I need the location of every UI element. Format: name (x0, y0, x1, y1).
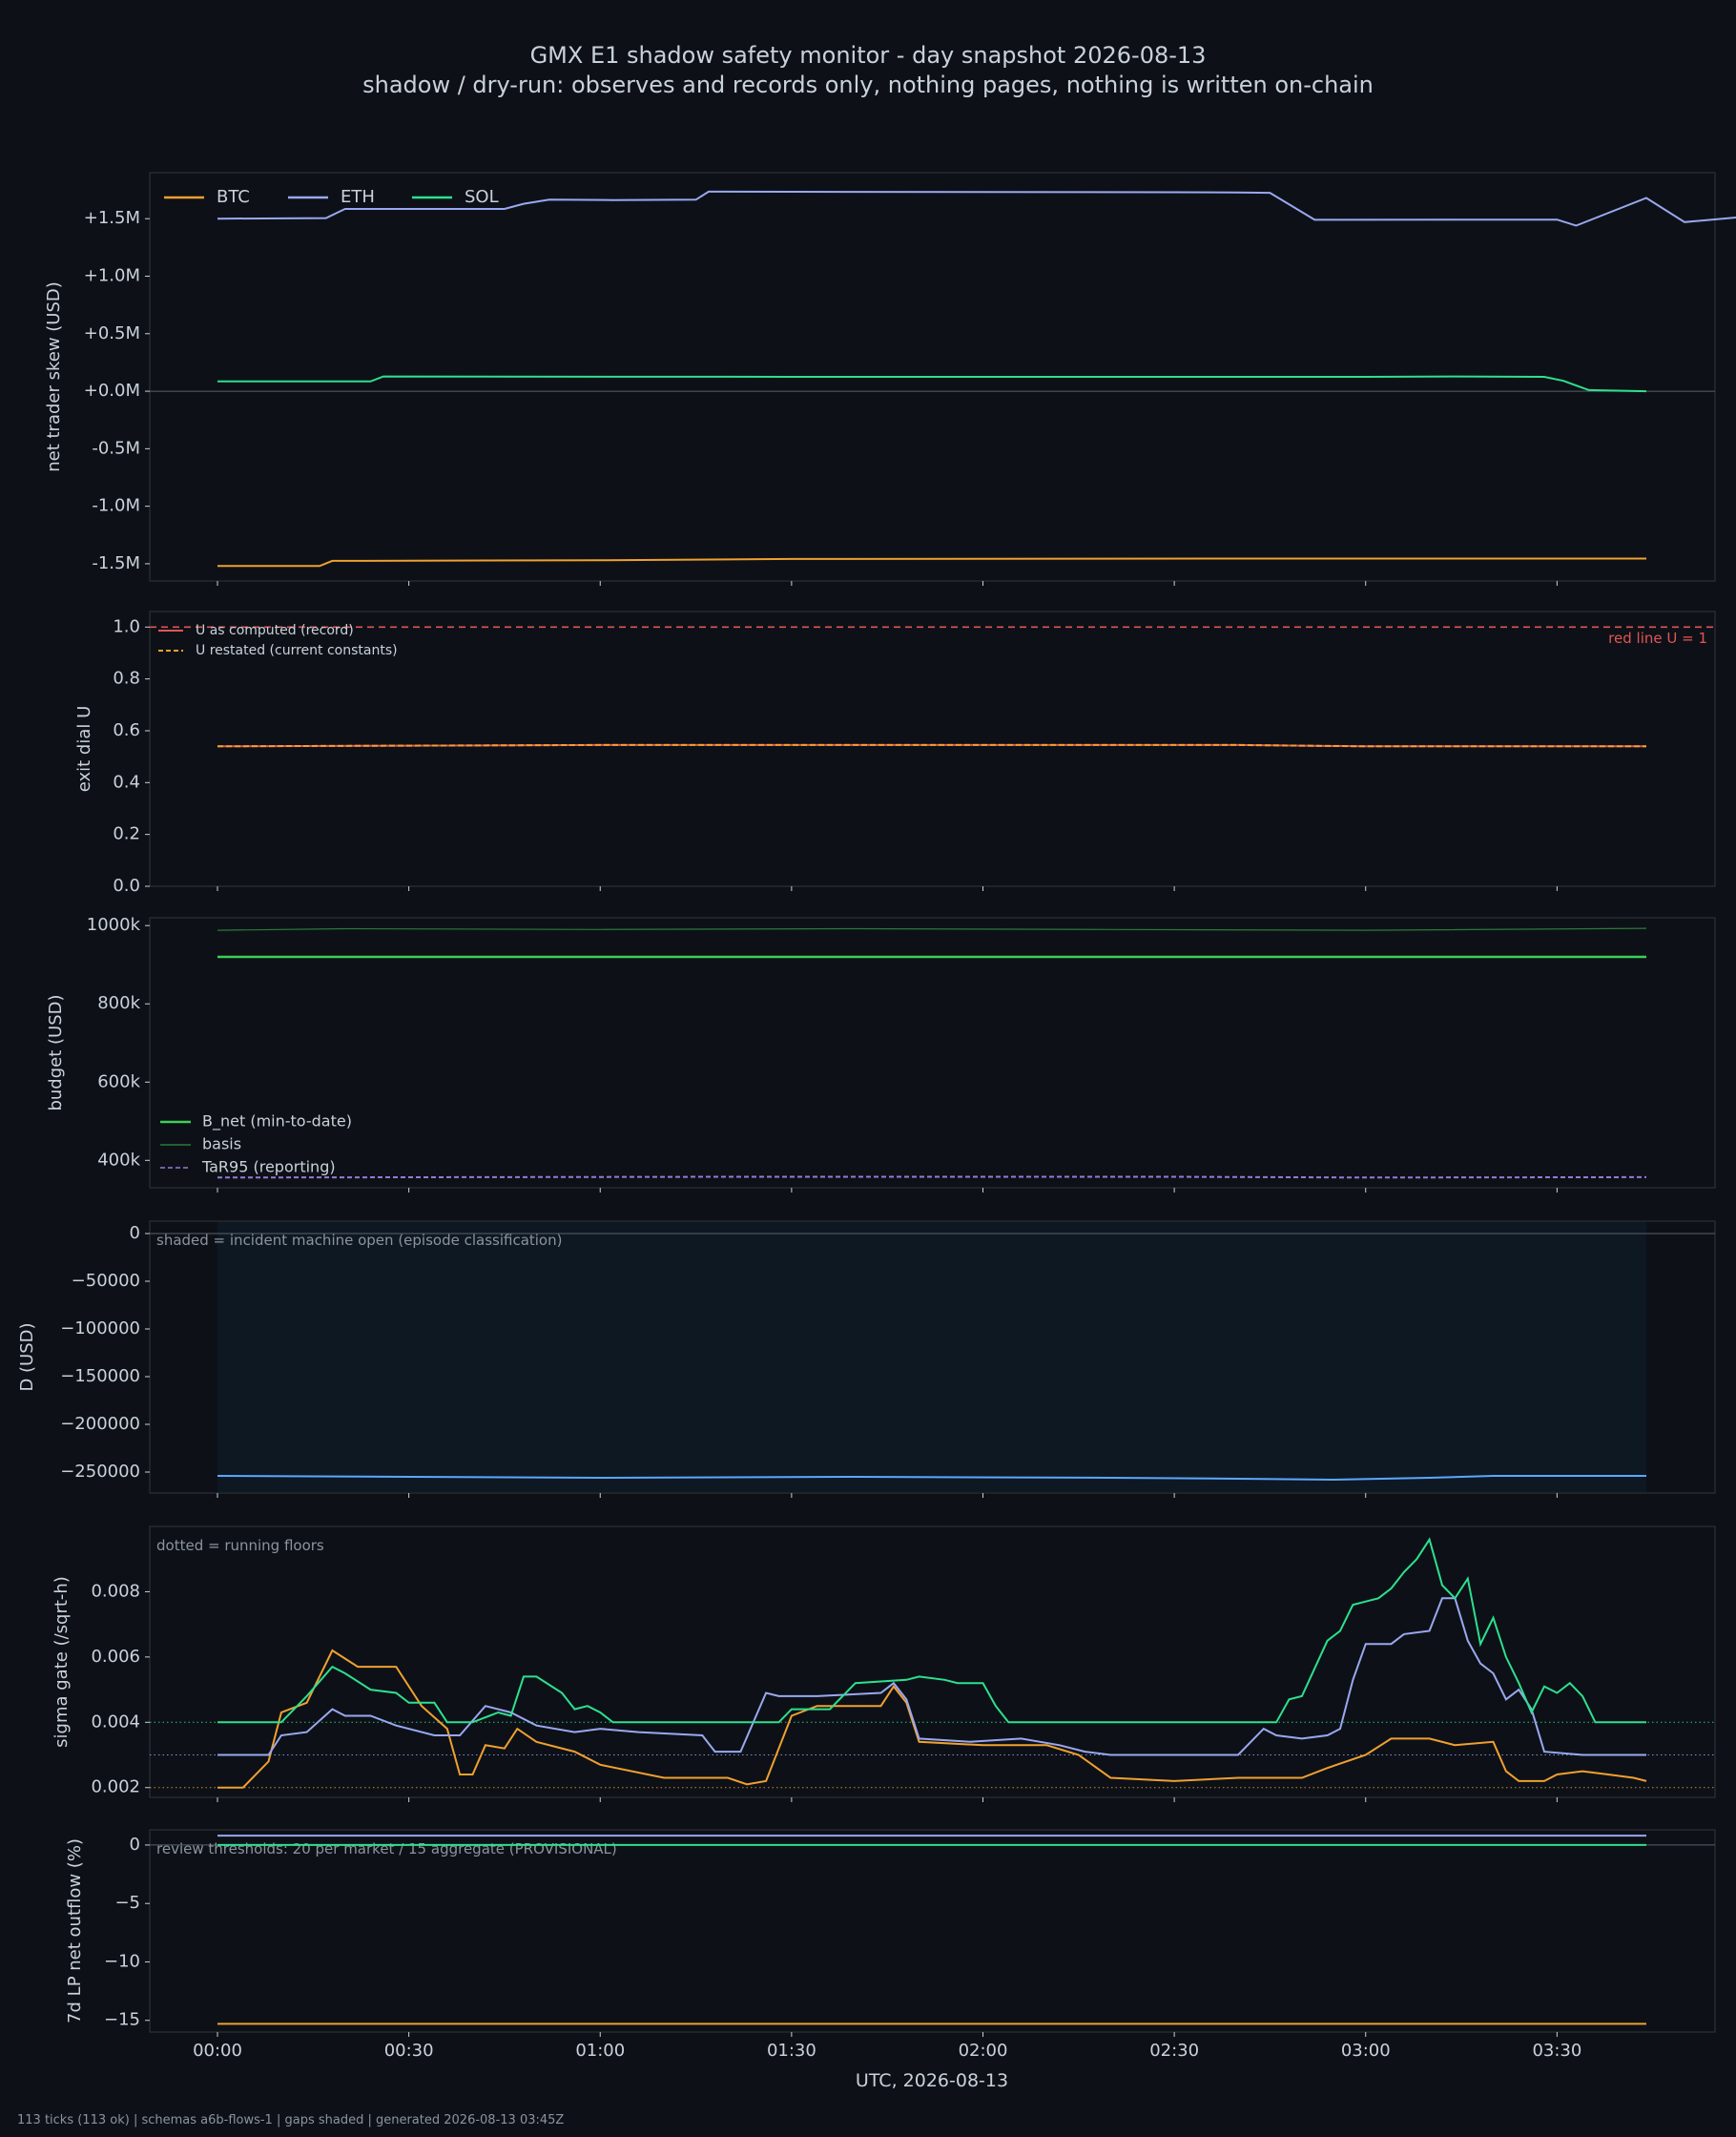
y-tick-label: −50000 (72, 1271, 140, 1291)
y-tick-label: 0 (130, 1835, 140, 1855)
panel-annotation: shaded = incident machine open (episode … (156, 1232, 562, 1249)
y-tick-label: -1.0M (92, 496, 140, 516)
y-tick-label: −100000 (60, 1318, 140, 1338)
legend-label: ETH (341, 187, 375, 207)
series-line-eth (217, 1597, 1646, 1756)
y-tick-label: 1.0 (113, 616, 140, 636)
footer-status: 113 ticks (113 ok) | schemas a6b-flows-1… (17, 2113, 565, 2127)
red-line-label: red line U = 1 (1608, 630, 1707, 647)
y-tick-label: 0.008 (91, 1581, 140, 1601)
panel-frame (149, 1829, 1716, 2033)
y-tick-label: 0.006 (91, 1647, 140, 1667)
panel-skew: +1.5M +1.0M +0.5M +0.0M -0.5M -1.0M -1.5M net t… (44, 172, 1736, 586)
panel-frame (149, 611, 1716, 887)
chart-title: GMX E1 shadow safety monitor - day snaps… (529, 42, 1207, 69)
legend-label: basis (202, 1135, 241, 1153)
series-line-sol (217, 375, 1647, 393)
y-tick-label: −150000 (60, 1366, 140, 1386)
series-line-d (217, 1475, 1646, 1482)
x-tick-label: 03:00 (1341, 2041, 1391, 2061)
y-tick-label: +1.5M (84, 208, 140, 228)
y-tick-label: 0.2 (113, 824, 140, 844)
y-axis-label: net trader skew (USD) (44, 281, 64, 472)
panel-annotation: review thresholds: 20 per market / 15 ag… (156, 1840, 617, 1857)
y-tick-label: 1000k (87, 915, 141, 935)
panel-drawdown: 0 −50000 −100000 −150000 −200000 −250000 D (US… (17, 1220, 1716, 1498)
x-tick-label: 01:00 (575, 2041, 625, 2061)
y-tick-label: −250000 (60, 1462, 140, 1482)
series-line-u (217, 743, 1646, 748)
y-axis-label: budget (USD) (46, 994, 66, 1110)
y-tick-label: -0.5M (92, 438, 140, 458)
chart-subtitle: shadow / dry-run: observes and records o… (362, 72, 1374, 98)
y-tick-label: +0.0M (84, 381, 140, 401)
series-line-btc (217, 1649, 1647, 1789)
y-tick-label: −10 (104, 1951, 140, 1971)
x-tick-label: 02:00 (959, 2041, 1008, 2061)
y-tick-label: +1.0M (84, 266, 140, 286)
series-line-btc (217, 557, 1646, 568)
y-tick-label: −200000 (60, 1414, 140, 1434)
y-tick-label: -1.5M (92, 553, 140, 573)
legend-label: B_net (min-to-date) (202, 1112, 352, 1131)
y-tick-label: 0.4 (113, 772, 140, 792)
x-tick-label: 03:30 (1532, 2041, 1581, 2061)
y-axis-label: exit dial U (74, 706, 94, 793)
y-tick-label: 400k (97, 1150, 140, 1170)
x-tick-label: 00:30 (384, 2041, 434, 2061)
legend-label: U restated (current constants) (196, 643, 398, 658)
panel-lp: 0 −5 −10 −15 7d LP net outflow (%) review thr… (65, 1829, 1716, 2091)
x-tick-label: 02:30 (1149, 2041, 1199, 2061)
y-axis-label: 7d LP net outflow (%) (65, 1838, 85, 2023)
y-tick-label: 0.6 (113, 720, 140, 740)
y-tick-label: 0.004 (91, 1712, 140, 1732)
y-tick-label: 0.0 (113, 876, 140, 896)
y-tick-label: 0.8 (113, 669, 140, 689)
legend-label: BTC (217, 187, 250, 207)
panel-annotation: dotted = running floors (156, 1537, 324, 1554)
y-axis-label: D (USD) (17, 1322, 37, 1391)
series-line-eth (217, 190, 1736, 227)
panel-budget: 400k 600k 800k 1000k budget (USD) B_net (min-… (46, 915, 1716, 1193)
x-axis-label: UTC, 2026-08-13 (856, 2070, 1008, 2091)
y-axis-label: sigma gate (/sqrt-h) (52, 1576, 72, 1748)
legend-label: U as computed (record) (196, 623, 354, 638)
y-tick-label: −5 (114, 1893, 140, 1913)
x-tick-label: 00:00 (193, 2041, 242, 2061)
y-tick-label: 600k (97, 1071, 140, 1091)
y-tick-label: 0 (130, 1223, 140, 1243)
y-tick-label: 800k (97, 993, 140, 1013)
y-tick-label: −15 (104, 2010, 140, 2030)
incident-shade (217, 1222, 1646, 1492)
series-line-sol (217, 1537, 1646, 1724)
panel-frame (149, 917, 1716, 1189)
y-tick-label: +0.5M (84, 323, 140, 343)
x-tick-label: 01:30 (767, 2041, 816, 2061)
panel-exit: red line U = 1 0.0 0.2 0.4 0.6 0.8 1.0 exit dia… (74, 611, 1716, 896)
y-tick-label: 0.002 (91, 1777, 140, 1797)
panel-sigma: 0.002 0.004 0.006 0.008 sigma gate (/sqrt-h)… (52, 1525, 1716, 1802)
series-line-basis (217, 927, 1647, 931)
legend-label: SOL (465, 187, 499, 207)
panel-frame (149, 1525, 1716, 1798)
legend-label: TaR95 (reporting) (201, 1158, 336, 1176)
series-line-tar95 (217, 1175, 1647, 1179)
